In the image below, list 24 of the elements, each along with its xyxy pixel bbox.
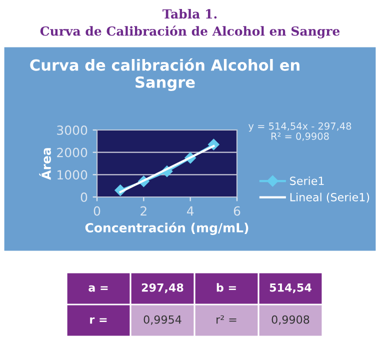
x-tick-label: 0: [94, 206, 100, 216]
text: b =: [216, 283, 236, 292]
x-tick-label: 4: [186, 206, 194, 216]
x-tick-label: 2: [140, 206, 146, 216]
text: Tabla 1.: [162, 8, 217, 19]
y-axis-title: Área: [39, 148, 51, 180]
x-axis-title: Concentración (mg/mL): [85, 222, 248, 235]
chart-title: Curva de calibración Alcohol en Sangre: [30, 58, 300, 92]
text: r =: [90, 317, 107, 324]
y-tick-label: 3000: [57, 125, 88, 135]
text: a =: [88, 285, 108, 292]
text: y = 514,54x - 297,48 R² = 0,9908: [248, 122, 352, 141]
text: 0,9908: [272, 315, 310, 325]
y-tick-label: 0: [80, 192, 88, 202]
x-tick-label: 6: [234, 206, 240, 216]
text: r² =: [216, 315, 236, 324]
text: Curva de Calibración de Alcohol en Sangre: [40, 26, 340, 38]
y-tick-label: 2000: [57, 148, 88, 158]
text: 297,48: [142, 283, 184, 294]
legend-label: Serie1: [290, 176, 324, 186]
y-tick-label: 1000: [58, 170, 88, 180]
text: 514,54: [270, 283, 312, 294]
text: 0,9954: [144, 315, 182, 325]
legend-label: Lineal (Serie1): [290, 192, 370, 203]
